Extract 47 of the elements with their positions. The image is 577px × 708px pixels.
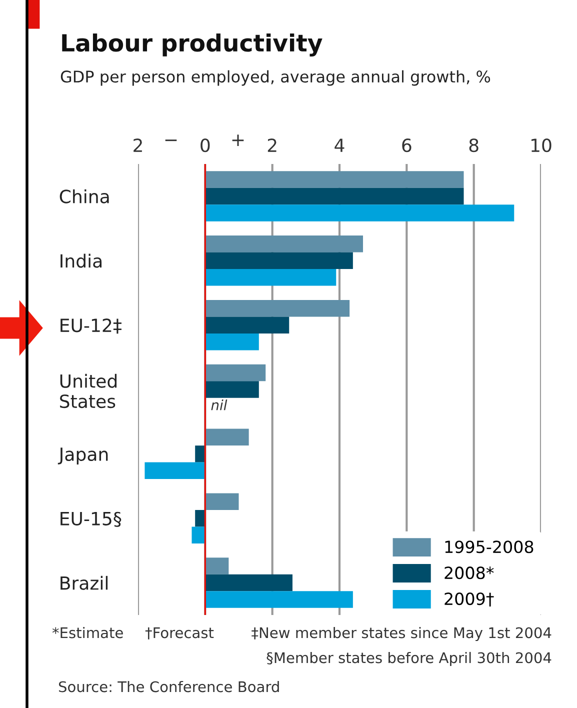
- legend-label: 2009†: [444, 592, 494, 606]
- bar: [205, 364, 266, 382]
- x-tick-label: 2: [268, 138, 276, 152]
- y-tick-label: EU-15§: [60, 512, 122, 527]
- text: −: [165, 140, 177, 142]
- bar: [205, 316, 290, 334]
- y-tick-label: Brazil: [60, 576, 108, 590]
- bar: [205, 171, 464, 188]
- bar: [205, 558, 229, 574]
- source-note: Source: The Conference Board: [58, 680, 279, 692]
- x-tick-label: 6: [402, 138, 412, 152]
- bar: [205, 591, 353, 608]
- x-tick-label: 2: [134, 138, 142, 152]
- annotation: nil: [211, 400, 228, 410]
- y-tick-label: India: [60, 254, 102, 268]
- text: ‡New member states since May 1st 2004: [252, 626, 552, 642]
- bar: [195, 446, 206, 462]
- text: §Member states before April 30th 2004: [266, 652, 552, 666]
- legend-label: 2008*: [444, 566, 494, 580]
- x-tick-label: 10: [531, 138, 552, 152]
- text: +: [232, 134, 244, 146]
- bar: [192, 526, 206, 544]
- text: *Estimate: [52, 626, 123, 638]
- bar: [205, 381, 259, 398]
- chart-subtitle: GDP per person employed, average annual growth, %: [60, 70, 490, 86]
- y-tick-label: China: [60, 189, 109, 204]
- bar: [205, 204, 514, 222]
- x-tick-label: 8: [469, 138, 478, 152]
- bar: [205, 333, 259, 350]
- legend-label: 1995-2008: [445, 540, 534, 554]
- bar: [205, 428, 249, 446]
- bar: [205, 188, 464, 205]
- bar: [205, 252, 353, 270]
- chart-title: Labour productivity: [62, 33, 322, 57]
- x-tick-label: 0: [200, 138, 210, 152]
- bar: [205, 300, 350, 317]
- bar: [205, 236, 364, 252]
- text: †Forecast: [145, 627, 214, 640]
- y-tick-label: United States: [60, 374, 117, 408]
- bar: [195, 510, 206, 527]
- bar: [144, 462, 206, 480]
- bar: [205, 269, 336, 286]
- bar: [205, 493, 239, 510]
- y-tick-label: EU-12‡: [60, 318, 122, 334]
- x-tick-label: 4: [334, 138, 344, 152]
- y-tick-label: Japan: [58, 448, 108, 465]
- bar: [205, 574, 292, 592]
